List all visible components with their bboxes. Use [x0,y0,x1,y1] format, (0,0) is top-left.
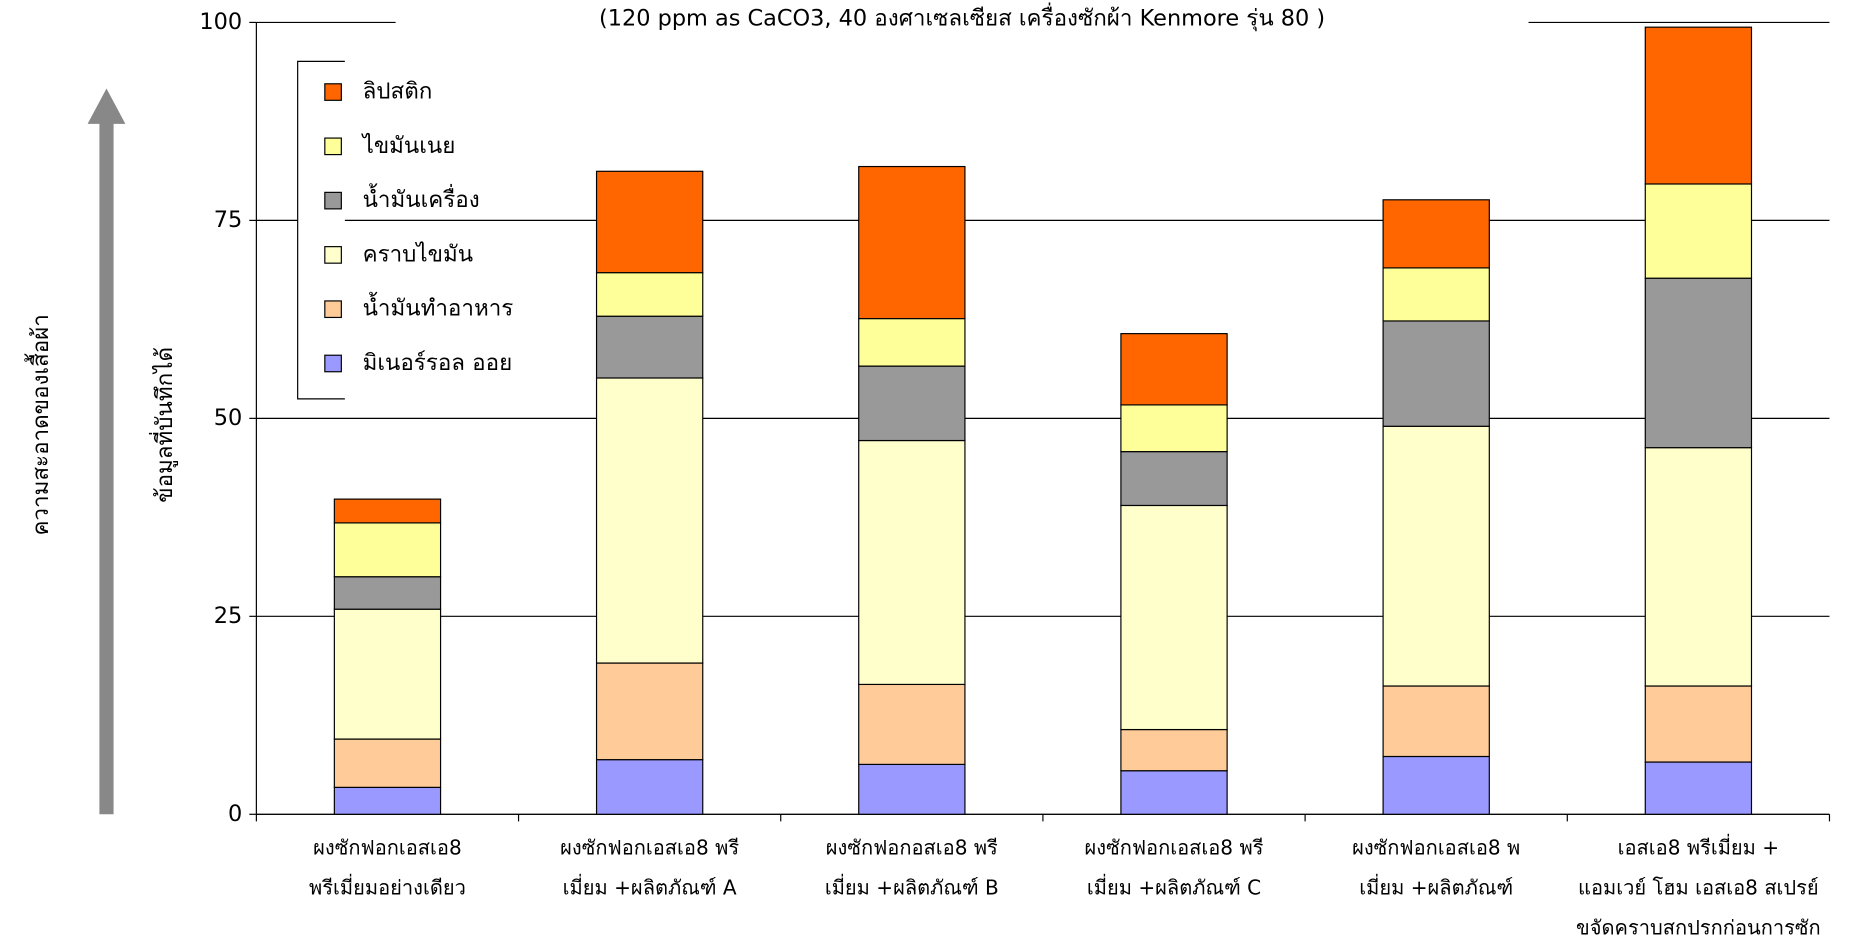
x-tick-label-box: ผงซักฟอกเอสเอ8 พรี เมี่ยม +ผลิตภัณฑ์ A [560,836,740,901]
legend-label: ไขมันเนย [361,133,456,159]
legend-label: น้ำมันเครื่อง [363,183,480,213]
legend-swatch [324,354,342,373]
bar-segment [595,170,704,274]
y-tick-label: 75 [214,207,243,233]
legend-swatch [324,83,342,101]
bar-segment [1382,755,1490,815]
legend-border [297,60,345,400]
bar-segment [1644,447,1753,687]
bar-segment [1382,425,1490,687]
bar-segment [858,683,966,765]
y-tick-label: 25 [214,603,243,629]
x-tick-label: ผงซักฟอกเอสเอ8 พรี เมี่ยม +ผลิตภัณฑ์ C [1084,836,1264,901]
bar-segment [1120,504,1228,731]
bar-segment [1382,320,1490,427]
title-background [395,0,1529,38]
x-tick-label-box: ผงซักฟอกเอสเอ8 พรีเมี่ยมอย่างเดียว [309,836,466,901]
x-tick-label-box: ผงซักฟอกเอสเอ8 พรี เมี่ยม +ผลิตภัณฑ์ C [1084,836,1264,901]
bar-segment [333,498,442,524]
chart-title: (120 ppm as CaCO3, 40 องศาเซลเซียส เครื่… [599,1,1325,31]
bar-segment [858,365,966,442]
bar-segment [595,662,704,761]
x-tick-label: ผงซักฟอกเอสเอ8 พรีเมี่ยมอย่างเดียว [309,836,466,901]
legend-swatch [324,246,342,264]
bar-segment [1644,183,1753,279]
bar-segment [1120,333,1228,406]
legend-swatch [324,300,342,319]
bar-segment [1120,451,1228,507]
bar-segment [1382,199,1490,269]
bar-segment [333,576,442,610]
legend-label: มิเนอร์รอล ออย [363,350,513,376]
bar-segment [858,317,966,367]
bar-segment [858,439,966,686]
legend-swatch [324,191,342,210]
bar-segment [1382,685,1490,758]
legend-box [297,61,345,399]
bar-segment [858,165,966,320]
bar-segment [333,522,442,578]
bar-segment [333,786,442,815]
bar-segment [595,272,704,317]
x-tick-label: ผงซักฟอกอสเอ8 พรี เมี่ยม +ผลิตภัณฑ์ B [824,836,999,901]
bar-segment [1382,267,1490,322]
x-tick-label-box: เอสเอ8 พรีเมี่ยม + แอมเวย์ โฮม เอสเอ8 สเ… [1576,836,1821,941]
x-tick-label: เอสเอ8 พรีเมี่ยม + แอมเวย์ โฮม เอสเอ8 สเ… [1576,836,1821,941]
annotation: ความสะอาดของเสื้อผ้า [24,314,54,535]
x-tick-label: ผงซักฟอกเอสเอ8 พรี เมี่ยม +ผลิตภัณฑ์ A [560,836,740,901]
bar-segment [595,377,704,664]
y-tick-label: 50 [214,405,243,431]
bar-segment [595,315,704,379]
x-tick-label: ผงซักฟอกเอสเอ8 พ เมี่ยม +ผลิตภัณฑ์ [1352,836,1521,901]
y-tick-label: 0 [228,801,242,827]
bar-segment [595,759,704,815]
x-tick-label-box: ผงซักฟอกเอสเอ8 พ เมี่ยม +ผลิตภัณฑ์ [1352,836,1521,901]
bar-segment [1120,728,1228,772]
legend-swatch [324,137,342,156]
bar-segment [333,608,442,740]
y-axis-label: ข้อมูลที่บันทึกได้ [148,347,178,503]
legend-label: คราบไขมัน [363,241,474,267]
bar-segment [1644,26,1753,185]
x-tick-label-box: ผงซักฟอกอสเอ8 พรี เมี่ยม +ผลิตภัณฑ์ B [824,836,999,901]
y-tick-label: 100 [199,9,242,35]
bar-segment [858,763,966,815]
legend-label: ลิปสติก [363,79,433,105]
bar-segment [1120,770,1228,815]
bar-segment [1644,685,1753,763]
bar-segment [333,738,442,788]
legend-label: น้ำมันทำอาหาร [363,292,514,322]
bar-segment [1644,277,1753,449]
bar-segment [1120,404,1228,453]
bar-segment [1644,761,1753,815]
arrow [87,88,126,815]
